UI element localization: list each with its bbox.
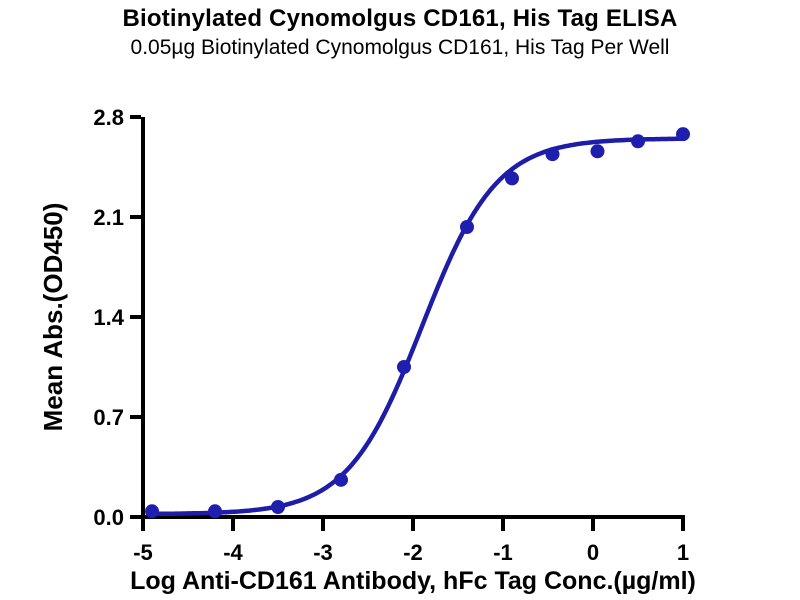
y-tick-label: 2.1 <box>93 205 124 230</box>
y-tick-label: 2.8 <box>93 105 124 130</box>
x-tick-label: -2 <box>403 540 423 565</box>
data-point <box>145 504 159 519</box>
data-point <box>545 147 560 162</box>
y-axis-label: Mean Abs.(OD450) <box>38 203 68 432</box>
data-point <box>460 220 474 234</box>
data-point <box>631 134 645 149</box>
data-point <box>397 360 411 374</box>
y-tick-label: 0.0 <box>93 505 124 530</box>
data-point <box>505 171 519 186</box>
fit-curve <box>149 136 686 517</box>
y-tick-label: 1.4 <box>93 305 124 330</box>
data-point <box>590 144 605 159</box>
data-point <box>676 127 690 142</box>
y-tick-label: 0.7 <box>93 405 124 430</box>
x-tick-label: -1 <box>493 540 513 565</box>
x-tick-label: -4 <box>223 540 243 565</box>
chart-title: Biotinylated Cynomolgus CD161, His Tag E… <box>122 5 678 32</box>
x-axis-label: Log Anti-CD161 Antibody, hFc Tag Conc.(µ… <box>130 567 696 595</box>
data-point <box>334 472 348 487</box>
x-tick-label: 1 <box>677 540 689 565</box>
data-point <box>208 504 222 519</box>
x-tick-label: -3 <box>313 540 333 565</box>
data-point <box>271 500 285 514</box>
x-tick-label: 0 <box>587 540 599 565</box>
x-tick-label: -5 <box>133 540 153 565</box>
chart-subtitle: 0.05µg Biotinylated Cynomolgus CD161, Hi… <box>130 36 670 59</box>
